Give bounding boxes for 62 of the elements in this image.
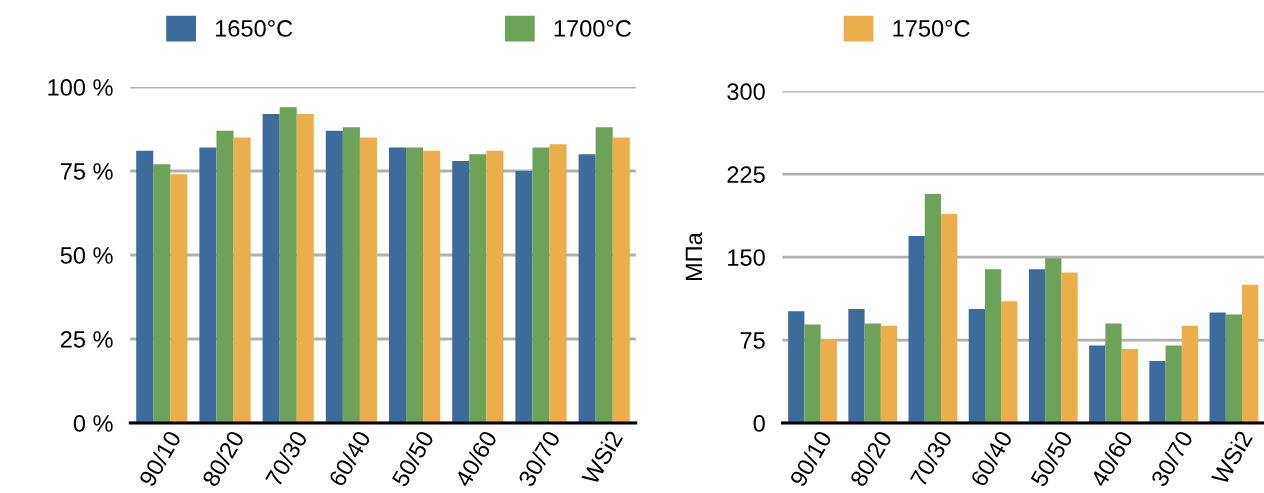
- bar: [342, 127, 360, 423]
- bar: [406, 147, 424, 423]
- y-tick-label: 75: [740, 332, 765, 349]
- bar: [1209, 312, 1226, 423]
- bar: [788, 311, 805, 423]
- bar: [170, 174, 188, 423]
- bar: [1242, 284, 1259, 423]
- bar: [1225, 314, 1243, 423]
- y-tick-label: 50 %: [60, 247, 113, 264]
- bar: [279, 107, 297, 423]
- bar: [199, 147, 217, 423]
- y-tick-label: 225: [727, 166, 765, 183]
- bar: [924, 194, 942, 423]
- bar: [233, 137, 251, 423]
- y-tick-label: 100 %: [48, 79, 113, 96]
- y-tick-label: 75 %: [60, 163, 113, 180]
- bar: [1121, 348, 1138, 423]
- bar: [968, 309, 985, 423]
- bar: [262, 113, 280, 423]
- bar: [864, 323, 881, 423]
- bar: [469, 154, 487, 423]
- legend-label: 1700°C: [554, 20, 632, 37]
- bar: [452, 160, 470, 423]
- y-tick-label: 0: [753, 415, 765, 432]
- bar: [325, 130, 343, 423]
- bar: [153, 164, 171, 423]
- bar: [486, 150, 504, 423]
- bar: [1089, 345, 1106, 423]
- bar: [532, 147, 550, 423]
- bar: [820, 338, 837, 423]
- bar: [1045, 258, 1062, 423]
- y-tick-label: 300: [727, 83, 765, 100]
- bar: [612, 137, 630, 423]
- bar: [1061, 272, 1078, 423]
- bar: [1001, 301, 1018, 423]
- bar: [549, 144, 567, 423]
- y-tick-label: 0 %: [73, 415, 113, 432]
- bar: [296, 113, 314, 423]
- bar: [848, 309, 865, 423]
- legend-label: 1750°C: [893, 20, 970, 37]
- bar: [1105, 323, 1122, 423]
- bar: [423, 150, 441, 423]
- bar: [1181, 325, 1199, 423]
- bar: [880, 325, 898, 423]
- bar: [908, 236, 925, 423]
- bar: [1165, 345, 1182, 423]
- y-tick-label: 25 %: [60, 331, 113, 348]
- bar: [578, 154, 596, 423]
- bar: [389, 147, 407, 423]
- bar: [1028, 269, 1046, 423]
- bar: [941, 213, 958, 423]
- legend-label: 1650°C: [215, 20, 293, 37]
- bar: [216, 130, 234, 423]
- y-tick-label: 150: [728, 249, 765, 266]
- y-axis-title: МПа: [685, 232, 703, 281]
- bar: [359, 137, 377, 423]
- bar: [1149, 361, 1166, 423]
- bar: [136, 150, 154, 423]
- bar: [984, 269, 1002, 423]
- bar: [595, 127, 613, 423]
- bar: [804, 324, 821, 423]
- bar: [515, 171, 533, 423]
